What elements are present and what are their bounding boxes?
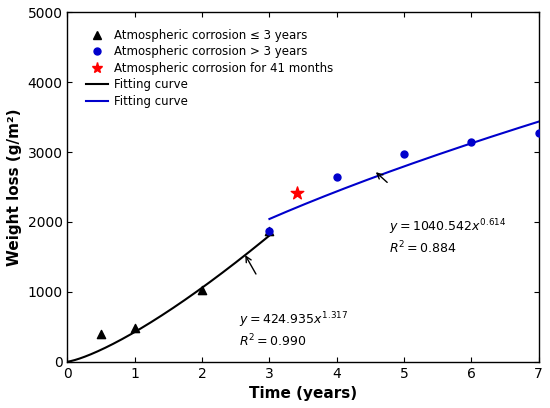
Text: $y = 424.935x^{1.317}$
$R^2 = 0.990$: $y = 424.935x^{1.317}$ $R^2 = 0.990$ [239, 310, 348, 350]
Point [534, 129, 543, 136]
Legend: Atmospheric corrosion ≤ 3 years, Atmospheric corrosion > 3 years, Atmospheric co: Atmospheric corrosion ≤ 3 years, Atmosph… [83, 25, 336, 111]
Text: $y = 1040.542x^{0.614}$
$R^2 = 0.884$: $y = 1040.542x^{0.614}$ $R^2 = 0.884$ [389, 218, 507, 257]
Point [130, 325, 139, 331]
Point [97, 331, 106, 338]
Point [293, 189, 302, 196]
Point [265, 228, 274, 234]
Point [197, 287, 206, 294]
X-axis label: Time (years): Time (years) [249, 386, 357, 401]
Point [467, 139, 476, 146]
Y-axis label: Weight loss (g/m²): Weight loss (g/m²) [7, 108, 22, 266]
Point [400, 150, 409, 157]
Point [265, 228, 274, 234]
Point [332, 173, 341, 180]
